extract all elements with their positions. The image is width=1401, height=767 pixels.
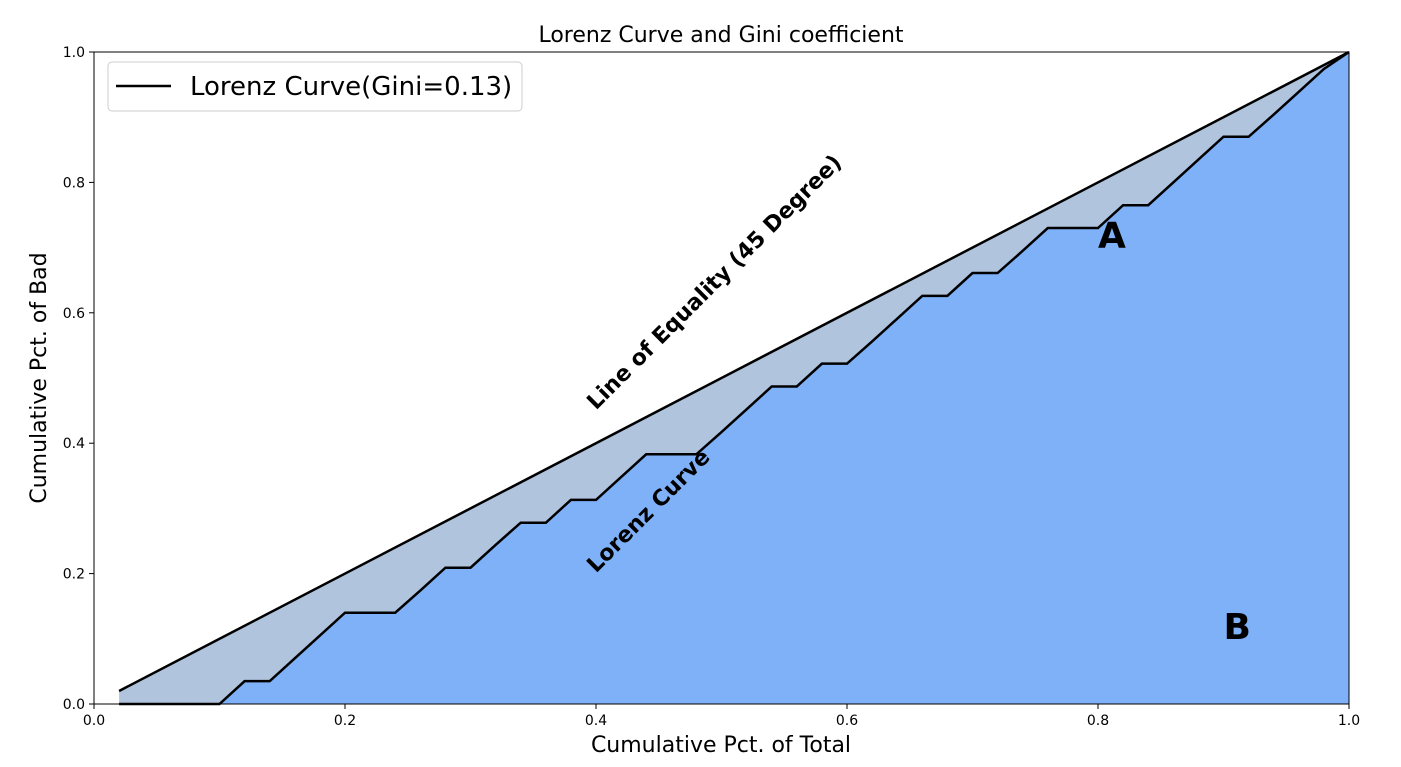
- y-tick-label: 0.4: [63, 436, 85, 452]
- y-tick-label: 0.2: [63, 567, 85, 583]
- lorenz-curve-line: [119, 50, 1350, 706]
- area-a-fill: [119, 52, 1350, 704]
- line-of-equality: [118, 50, 1350, 693]
- x-tick-label: 0.4: [585, 713, 607, 729]
- legend-entry-lorenz: Lorenz Curve(Gini=0.13): [190, 72, 512, 102]
- chart-title: Lorenz Curve and Gini coefficient: [538, 23, 903, 48]
- y-axis: 0.0 0.2 0.4 0.6 0.8 1.0: [63, 45, 94, 713]
- annotation-area-b: B: [1224, 607, 1251, 648]
- legend: Lorenz Curve(Gini=0.13): [107, 61, 523, 112]
- x-tick-label: 1.0: [1338, 713, 1360, 729]
- annotation-area-a: A: [1098, 216, 1126, 257]
- y-tick-label: 0.8: [63, 175, 85, 191]
- plot-area: [93, 50, 1350, 706]
- area-b-fill: [119, 52, 1350, 704]
- x-tick-label: 0.0: [83, 713, 105, 729]
- x-tick-label: 0.8: [1087, 713, 1109, 729]
- legend-box: [107, 61, 523, 112]
- y-tick-label: 1.0: [63, 45, 85, 61]
- x-axis: 0.0 0.2 0.4 0.6 0.8 1.0: [83, 704, 1360, 729]
- y-tick-label: 0.6: [63, 306, 85, 322]
- x-tick-label: 0.6: [836, 713, 858, 729]
- y-axis-label: Cumulative Pct. of Bad: [27, 252, 52, 503]
- x-axis-label: Cumulative Pct. of Total: [591, 733, 851, 758]
- plot-frame: [93, 51, 1350, 705]
- x-tick-label: 0.2: [334, 713, 356, 729]
- y-tick-label: 0.0: [63, 697, 85, 713]
